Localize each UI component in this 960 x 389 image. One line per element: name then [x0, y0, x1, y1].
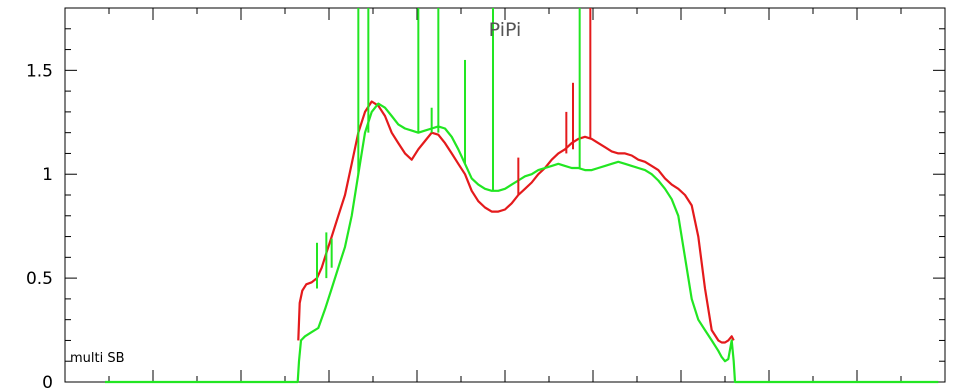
y-tick-label: 1.5	[26, 61, 53, 81]
y-tick-label: 0.5	[26, 269, 53, 289]
series-layer	[105, 100, 939, 384]
series-line-1	[297, 100, 735, 344]
series-line-2	[105, 102, 939, 384]
y-ticks: 0 0.5 1 1.5	[26, 28, 945, 389]
y-tick-label: 1	[42, 165, 53, 185]
y-tick-label: 0	[42, 373, 53, 389]
x-ticks	[108, 8, 902, 382]
chart-title: PiPi	[489, 19, 522, 41]
spike-layer	[316, 8, 592, 289]
series-annotation: multi SB	[70, 351, 125, 366]
plot-frame	[64, 7, 946, 383]
